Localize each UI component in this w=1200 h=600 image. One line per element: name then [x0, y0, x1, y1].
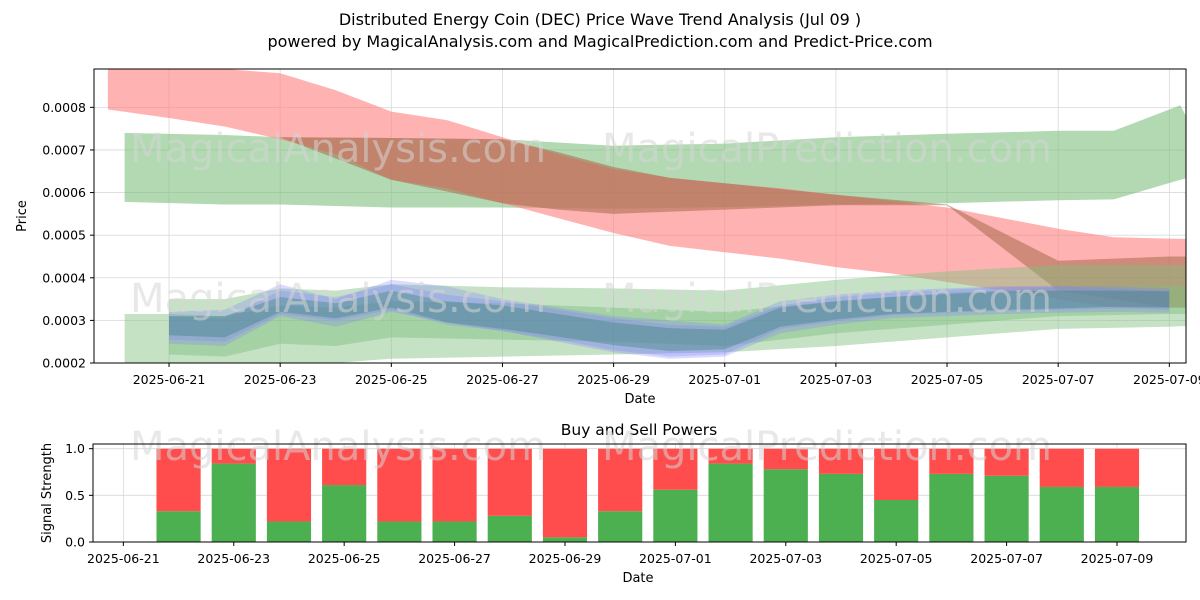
signal-y-tick-label: 1.0 [65, 441, 85, 456]
sell-bar [156, 448, 201, 512]
price-band-5 [169, 265, 1186, 357]
sell-bar [377, 448, 422, 522]
buy-bar [653, 489, 698, 542]
watermark-right-lower: MagicalPrediction.com [602, 276, 1052, 322]
buy-bar [984, 475, 1029, 542]
sell-bar [322, 448, 367, 486]
price-plot-frame [93, 68, 1187, 364]
price-y-tick-label: 0.0003 [42, 313, 86, 328]
sell-bar [874, 448, 919, 500]
signal-y-tick-label: 0.0 [65, 535, 85, 550]
price-band-6 [169, 279, 1170, 359]
buy-bar [377, 521, 422, 542]
watermark-right: MagicalPrediction.com [602, 126, 1052, 172]
buy-bar [1039, 486, 1084, 542]
sell-bar [653, 448, 698, 490]
signal-x-tick-label: 2025-07-07 [970, 551, 1043, 566]
signal-x-tick-label: 2025-06-29 [529, 551, 602, 566]
price-chart-panel: MagicalAnalysis.com MagicalPrediction.co… [15, 68, 1200, 407]
buy-bar [211, 463, 256, 542]
signal-x-tick-label: 2025-06-23 [197, 551, 270, 566]
signal-x-tick-label: 2025-06-25 [308, 551, 381, 566]
price-band-8 [169, 290, 1170, 352]
price-x-axis: 2025-06-21 2025-06-23 2025-06-25 2025-06-27… [133, 363, 1200, 387]
sell-bar [929, 448, 974, 474]
signal-chart-title: Buy and Sell Powers [561, 421, 718, 439]
watermark-left-signal: MagicalAnalysis.com [130, 424, 546, 470]
price-y-tick-label: 0.0006 [42, 185, 86, 200]
price-x-tick-label: 2025-07-01 [688, 372, 761, 387]
price-x-tick-label: 2025-06-29 [577, 372, 650, 387]
buy-bar [266, 521, 312, 542]
signal-x-tick-label: 2025-06-27 [418, 551, 491, 566]
sell-bar [598, 448, 643, 512]
signal-y-tick-label: 0.5 [65, 488, 85, 503]
price-band-4 [124, 286, 1186, 363]
buy-bar [929, 473, 974, 542]
signal-x-tick-label: 2025-07-03 [749, 551, 822, 566]
price-y-tick-label: 0.0007 [42, 142, 86, 157]
buy-bar [874, 500, 919, 542]
signal-x-tick-label: 2025-06-21 [87, 551, 160, 566]
sell-bar [487, 448, 532, 516]
signal-y-axis: 0.0 0.5 1.0 [65, 441, 93, 550]
price-y-tick-label: 0.0005 [42, 228, 86, 243]
signal-chart-panel: Buy and Sell Powers MagicalAnalysis.com … [40, 421, 1187, 586]
signal-y-axis-title: Signal Strength [40, 443, 55, 543]
watermark-left: MagicalAnalysis.com [130, 126, 546, 172]
sell-bar [818, 448, 864, 474]
buy-bar [156, 511, 201, 542]
buy-bar [432, 521, 477, 542]
buy-bar [598, 511, 643, 542]
chart-subtitle: powered by MagicalAnalysis.com and Magic… [267, 32, 932, 51]
signal-x-tick-label: 2025-07-05 [860, 551, 933, 566]
price-y-tick-label: 0.0008 [42, 100, 86, 115]
price-band-1 [124, 105, 1186, 209]
signal-plot-frame [92, 443, 1187, 543]
watermark-left-lower: MagicalAnalysis.com [130, 276, 546, 322]
signal-bars [156, 448, 1140, 542]
price-x-tick-label: 2025-06-27 [466, 372, 539, 387]
sell-bar [266, 448, 312, 522]
price-x-tick-label: 2025-07-07 [1022, 372, 1095, 387]
buy-bar [763, 469, 808, 542]
signal-x-tick-label: 2025-07-09 [1081, 551, 1154, 566]
chart-title: Distributed Energy Coin (DEC) Price Wave… [339, 10, 861, 29]
sell-bar [984, 448, 1029, 476]
signal-x-axis: 2025-06-21 2025-06-23 2025-06-25 2025-06-27… [87, 542, 1153, 566]
price-y-axis: 0.0002 0.0003 0.0004 0.0005 0.0006 0.0007 0.00… [42, 100, 94, 371]
sell-bar [763, 448, 808, 470]
price-x-axis-title: Date [624, 392, 655, 407]
sell-bar [211, 448, 256, 464]
buy-bar [818, 473, 864, 542]
price-band-3 [224, 137, 1186, 308]
watermark-right-signal: MagicalPrediction.com [602, 424, 1052, 470]
price-x-tick-label: 2025-06-21 [133, 372, 206, 387]
signal-x-axis-title: Date [622, 571, 653, 586]
sell-bar [432, 448, 477, 522]
price-y-tick-label: 0.0002 [42, 356, 86, 371]
price-x-tick-label: 2025-06-23 [244, 372, 317, 387]
price-y-tick-label: 0.0004 [42, 270, 86, 285]
price-band-7 [169, 284, 1170, 357]
price-wave-bands [107, 69, 1186, 363]
sell-bar [1039, 448, 1084, 487]
price-x-tick-label: 2025-06-25 [355, 372, 428, 387]
buy-bar [708, 463, 753, 542]
sell-bar [708, 448, 753, 464]
sell-bar [1094, 448, 1140, 487]
price-x-tick-label: 2025-07-03 [800, 372, 873, 387]
buy-bar [322, 485, 367, 542]
price-x-tick-label: 2025-07-09 [1133, 372, 1200, 387]
sell-bar [542, 448, 588, 538]
buy-bar [1094, 486, 1140, 542]
buy-bar [542, 537, 588, 542]
price-x-tick-label: 2025-07-05 [911, 372, 984, 387]
price-y-axis-title: Price [15, 200, 30, 232]
signal-x-tick-label: 2025-07-01 [639, 551, 712, 566]
buy-bar [487, 515, 532, 542]
